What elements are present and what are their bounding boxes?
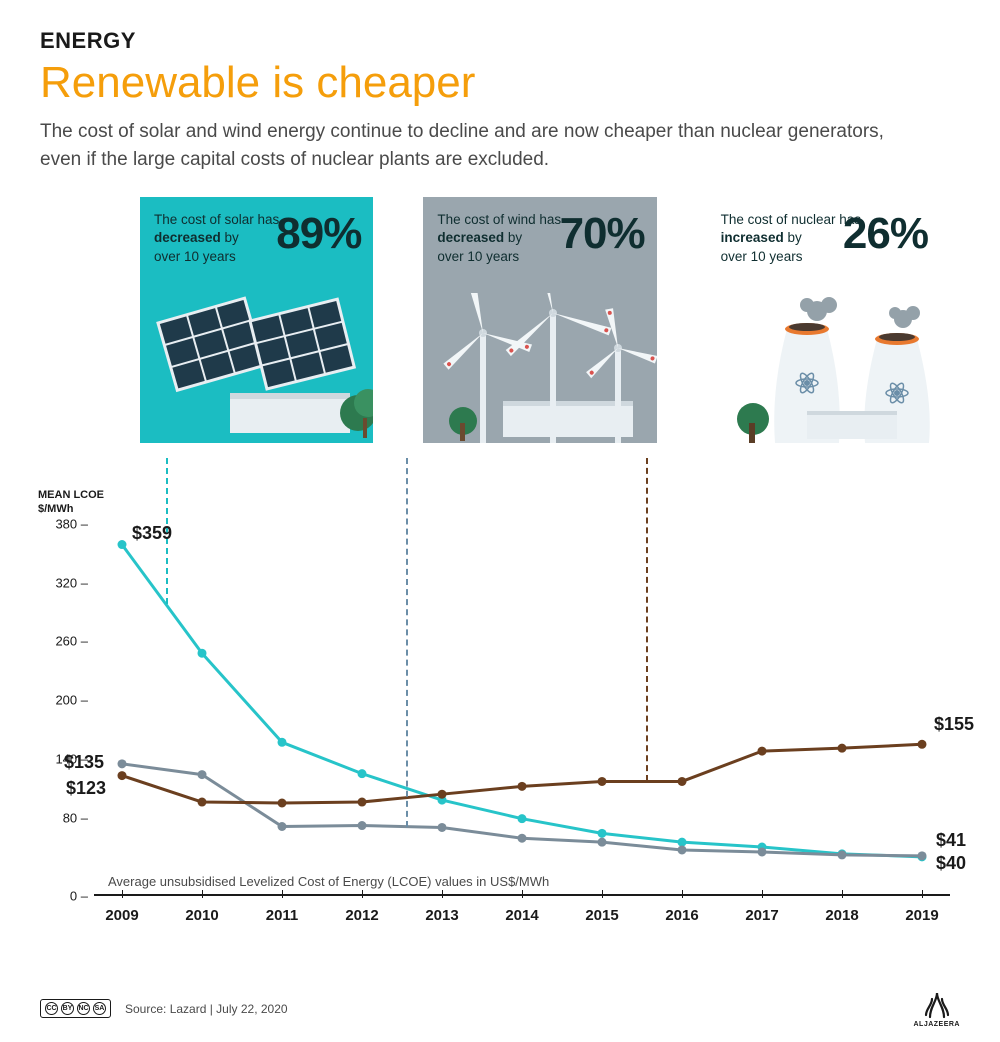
marker-nuclear xyxy=(358,798,367,807)
x-tick-label: 2014 xyxy=(505,907,538,924)
marker-nuclear xyxy=(678,777,687,786)
end-label-solar: $40 xyxy=(936,853,966,874)
chart-note: Average unsubsidised Levelized Cost of E… xyxy=(108,874,549,889)
x-tick-label: 2019 xyxy=(905,907,938,924)
line-solar xyxy=(122,545,922,857)
marker-wind xyxy=(838,850,847,859)
x-tick xyxy=(122,890,123,898)
y-tick-label: 80 – xyxy=(52,810,88,825)
x-tick xyxy=(602,890,603,898)
source-text: Source: Lazard | July 22, 2020 xyxy=(125,1002,288,1016)
footer: CC BY NC SA Source: Lazard | July 22, 20… xyxy=(40,989,960,1028)
marker-nuclear xyxy=(278,799,287,808)
x-tick-label: 2015 xyxy=(585,907,618,924)
y-tick-label: 0 – xyxy=(52,889,88,904)
marker-nuclear xyxy=(118,771,127,780)
x-tick-label: 2012 xyxy=(345,907,378,924)
marker-wind xyxy=(598,838,607,847)
start-label-wind: $135 xyxy=(64,752,104,773)
end-label-wind: $41 xyxy=(936,830,966,851)
marker-wind xyxy=(198,770,207,779)
y-tick-label: 260 – xyxy=(52,634,88,649)
chart: MEAN LCOE $/MWh 0 –80 –140 –200 –260 –32… xyxy=(40,504,960,944)
card-percentage: 70% xyxy=(560,209,645,259)
marker-wind xyxy=(118,759,127,768)
x-tick-label: 2018 xyxy=(825,907,858,924)
card-percentage: 26% xyxy=(843,209,928,259)
x-tick-label: 2016 xyxy=(665,907,698,924)
marker-nuclear xyxy=(838,744,847,753)
marker-nuclear xyxy=(438,790,447,799)
marker-solar xyxy=(678,838,687,847)
x-tick-label: 2013 xyxy=(425,907,458,924)
connector-dash xyxy=(646,458,648,781)
x-tick xyxy=(522,890,523,898)
connector-dash xyxy=(406,458,408,827)
plot-area: 0 –80 –140 –200 –260 –320 –380 –20092010… xyxy=(94,524,950,896)
marker-solar xyxy=(518,814,527,823)
marker-wind xyxy=(758,847,767,856)
x-tick xyxy=(842,890,843,898)
x-tick xyxy=(362,890,363,898)
marker-nuclear xyxy=(918,740,927,749)
y-axis-label: MEAN LCOE $/MWh xyxy=(38,488,104,517)
cc-icon: CC xyxy=(45,1002,58,1015)
x-tick xyxy=(762,890,763,898)
marker-nuclear xyxy=(598,777,607,786)
brand-logo: ALJAZEERA xyxy=(913,989,960,1028)
x-tick-label: 2011 xyxy=(266,907,299,924)
x-tick-label: 2010 xyxy=(185,907,218,924)
end-label-nuclear: $155 xyxy=(934,714,974,735)
by-icon: BY xyxy=(61,1002,74,1015)
line-nuclear xyxy=(122,744,922,803)
sa-icon: SA xyxy=(93,1002,106,1015)
marker-wind xyxy=(278,822,287,831)
marker-wind xyxy=(518,834,527,843)
marker-solar xyxy=(118,540,127,549)
nc-icon: NC xyxy=(77,1002,90,1015)
solar-illustration xyxy=(140,293,373,443)
marker-solar xyxy=(598,829,607,838)
x-tick xyxy=(442,890,443,898)
wind-illustration xyxy=(423,293,656,443)
y-tick-label: 200 – xyxy=(52,693,88,708)
stat-card-solar: The cost of solar hasdecreased byover 10… xyxy=(140,197,373,443)
start-label-nuclear: $123 xyxy=(66,778,106,799)
card-percentage: 89% xyxy=(276,209,361,259)
y-tick-label: 320 – xyxy=(52,575,88,590)
start-label-solar: $359 xyxy=(132,523,172,544)
marker-wind xyxy=(918,851,927,860)
marker-solar xyxy=(358,769,367,778)
eyebrow: ENERGY xyxy=(40,28,960,54)
marker-wind xyxy=(678,845,687,854)
chart-svg xyxy=(94,524,950,896)
x-tick xyxy=(202,890,203,898)
license-badge: CC BY NC SA xyxy=(40,999,111,1018)
x-tick-label: 2009 xyxy=(105,907,138,924)
marker-nuclear xyxy=(198,798,207,807)
stat-card-nuclear: The cost of nuclear hasincreased byover … xyxy=(707,197,940,443)
marker-nuclear xyxy=(518,782,527,791)
page-title: Renewable is cheaper xyxy=(40,58,960,108)
header: ENERGY Renewable is cheaper The cost of … xyxy=(0,0,1000,173)
x-tick xyxy=(282,890,283,898)
stat-card-wind: The cost of wind hasdecreased byover 10 … xyxy=(423,197,656,443)
nuclear-illustration xyxy=(707,293,940,443)
x-tick-label: 2017 xyxy=(745,907,778,924)
subtitle: The cost of solar and wind energy contin… xyxy=(40,118,920,173)
marker-solar xyxy=(198,649,207,658)
marker-solar xyxy=(278,738,287,747)
marker-wind xyxy=(438,823,447,832)
y-tick-label: 380 – xyxy=(52,517,88,532)
x-tick xyxy=(682,890,683,898)
x-tick xyxy=(922,890,923,898)
marker-wind xyxy=(358,821,367,830)
marker-nuclear xyxy=(758,747,767,756)
stat-cards: The cost of solar hasdecreased byover 10… xyxy=(0,173,1000,443)
